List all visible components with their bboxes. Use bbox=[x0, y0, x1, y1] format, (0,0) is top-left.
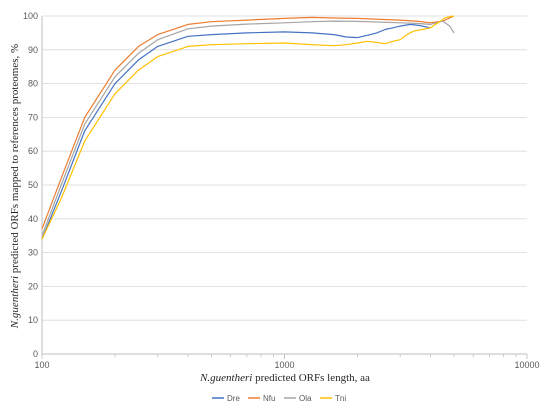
y-tick-label: 80 bbox=[28, 79, 38, 89]
y-tick-labels: 0 10 20 30 40 50 60 70 80 90 100 bbox=[23, 11, 38, 359]
x-tick-label: 10000 bbox=[514, 360, 539, 370]
x-axis-title: N.guentheri predicted ORFs length, aa bbox=[199, 372, 370, 384]
y-tick-label: 30 bbox=[28, 248, 38, 258]
y-tick-label: 90 bbox=[28, 45, 38, 55]
y-tick-label: 70 bbox=[28, 112, 38, 122]
legend-label-nfu: Nfu bbox=[263, 394, 275, 403]
series-line-dre bbox=[41, 23, 431, 240]
series-lines bbox=[41, 15, 455, 240]
axes bbox=[41, 16, 528, 359]
series-line-tni bbox=[41, 15, 455, 240]
y-axis-title: N.guentheri predicted ORFs mapped to ref… bbox=[9, 44, 21, 329]
legend-label-dre: Dre bbox=[227, 394, 240, 403]
y-tick-label: 100 bbox=[23, 11, 38, 21]
legend-label-ola: Ola bbox=[299, 394, 312, 403]
x-tick-labels: 100 1000 10000 bbox=[34, 360, 539, 370]
y-tick-label: 10 bbox=[28, 315, 38, 325]
x-tick-label: 100 bbox=[34, 360, 49, 370]
y-tick-label: 20 bbox=[28, 281, 38, 291]
legend-label-tni: Tni bbox=[335, 394, 346, 403]
series-line-nfu bbox=[41, 15, 455, 230]
y-tick-label: 0 bbox=[33, 349, 38, 359]
y-tick-label: 60 bbox=[28, 146, 38, 156]
y-tick-label: 40 bbox=[28, 214, 38, 224]
legend: Dre Nfu Ola Tni bbox=[212, 394, 346, 403]
y-tick-label: 50 bbox=[28, 180, 38, 190]
series-line-ola bbox=[41, 20, 455, 236]
grid-lines bbox=[42, 15, 527, 355]
x-tick-label: 1000 bbox=[274, 360, 294, 370]
